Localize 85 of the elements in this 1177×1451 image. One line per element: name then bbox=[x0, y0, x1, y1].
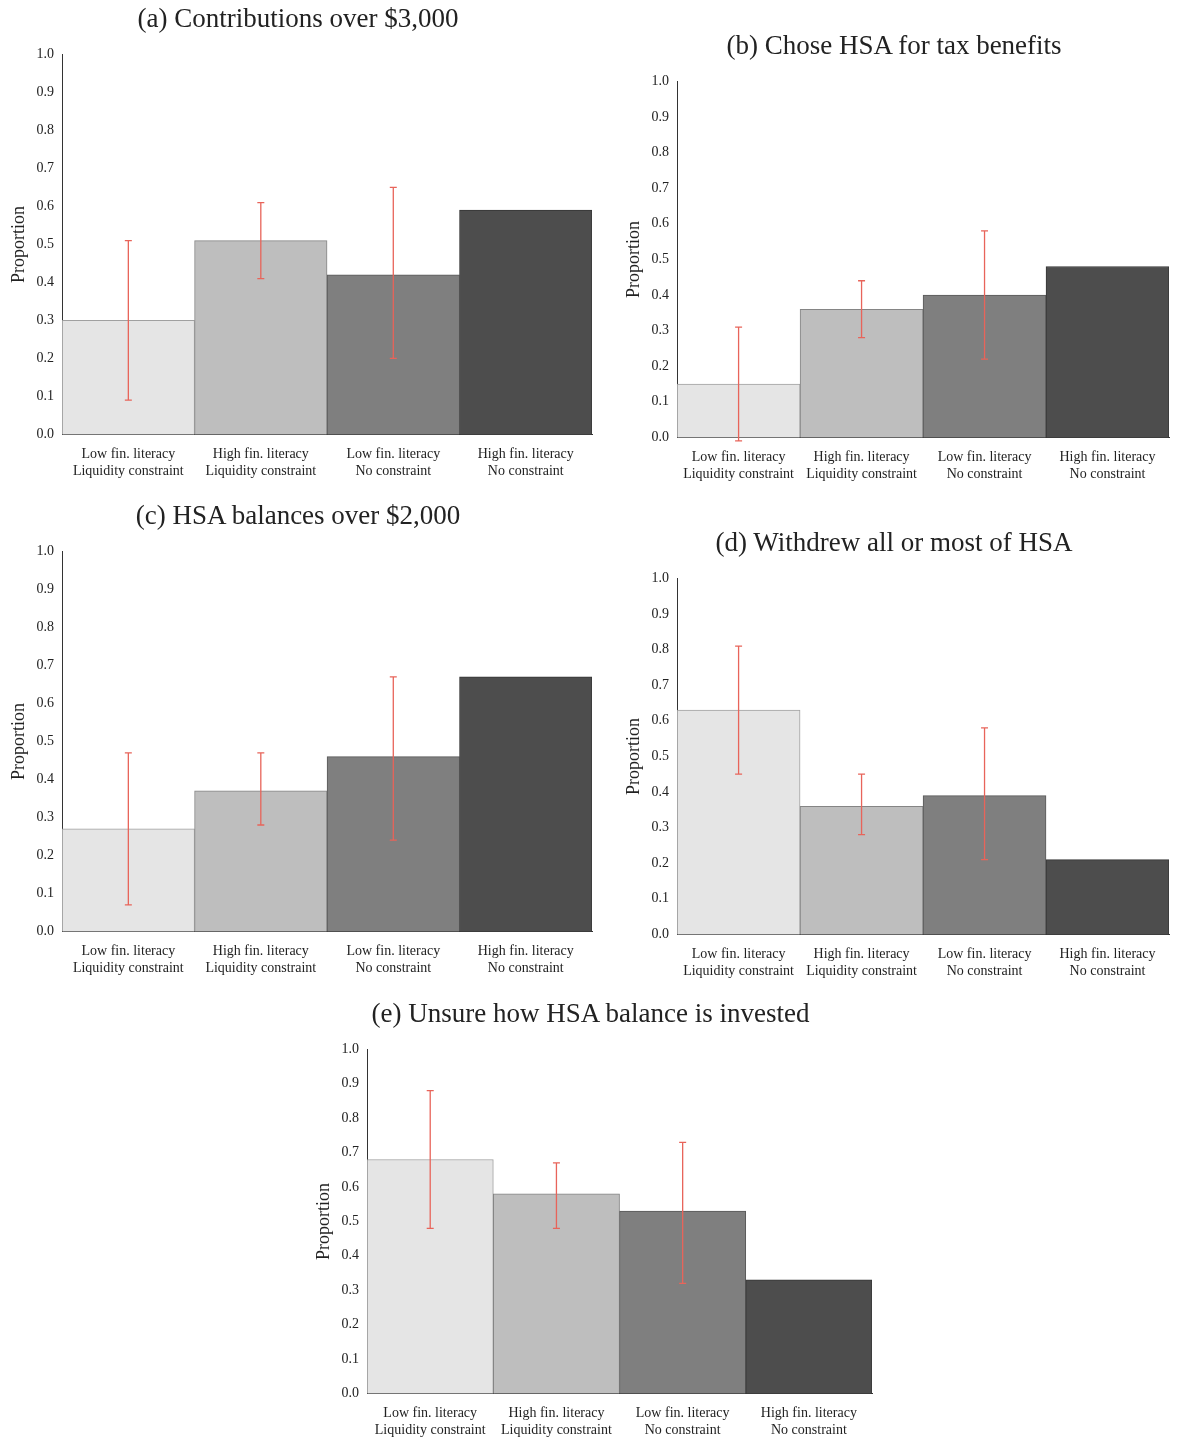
y-tick-label: 1.0 bbox=[36, 46, 55, 62]
y-tick-label: 0.9 bbox=[651, 605, 670, 621]
y-axis-title: Proportion bbox=[312, 1182, 333, 1260]
y-tick-label: 0.3 bbox=[651, 819, 670, 835]
x-tick-label: Low fin. literacy Liquidity constraint bbox=[72, 943, 184, 976]
x-tick-label: Low fin. literacy Liquidity constraint bbox=[374, 1405, 486, 1438]
y-axis-title: Proportion bbox=[622, 220, 643, 298]
x-tick-label: Low fin. literacy Liquidity constraint bbox=[683, 946, 795, 979]
y-tick-label: 0.4 bbox=[651, 783, 670, 799]
y-tick-label: 0.5 bbox=[651, 748, 670, 764]
y-tick-label: 0.7 bbox=[36, 160, 55, 176]
chart-title: (c) HSA balances over $2,000 bbox=[135, 500, 461, 531]
x-tick-label: High fin. literacy Liquidity constraint bbox=[806, 946, 918, 979]
x-tick-label: Low fin. literacy No constraint bbox=[635, 1405, 730, 1438]
x-tick-label: High fin. literacy No constraint bbox=[1059, 946, 1156, 979]
y-tick-label: 0.5 bbox=[36, 236, 55, 252]
y-tick-label: 0.1 bbox=[36, 388, 55, 404]
y-tick-label: 0.4 bbox=[341, 1247, 360, 1263]
y-tick-label: 0.0 bbox=[651, 429, 670, 445]
y-tick-label: 0.8 bbox=[651, 144, 670, 160]
x-tick-label: Low fin. literacy No constraint bbox=[937, 946, 1032, 979]
chart-title: (d) Withdrew all or most of HSA bbox=[715, 527, 1073, 558]
y-tick-label: 0.7 bbox=[36, 657, 55, 673]
y-tick-label: 0.0 bbox=[36, 923, 55, 939]
x-tick-label: Low fin. literacy Liquidity constraint bbox=[683, 449, 795, 482]
y-tick-label: 0.5 bbox=[651, 251, 670, 267]
y-tick-label: 0.8 bbox=[341, 1109, 360, 1125]
y-tick-label: 0.0 bbox=[651, 926, 670, 942]
y-tick-label: 0.6 bbox=[36, 198, 55, 214]
y-axis-title: Proportion bbox=[7, 702, 28, 780]
y-tick-label: 0.2 bbox=[341, 1316, 360, 1332]
chart-title: (b) Chose HSA for tax benefits bbox=[726, 30, 1062, 61]
y-tick-label: 0.9 bbox=[36, 84, 55, 100]
y-tick-label: 0.9 bbox=[36, 581, 55, 597]
y-tick-label: 1.0 bbox=[36, 543, 55, 559]
y-tick-label: 0.3 bbox=[651, 322, 670, 338]
y-tick-label: 0.8 bbox=[36, 619, 55, 635]
y-tick-label: 0.7 bbox=[651, 676, 670, 692]
y-tick-label: 0.2 bbox=[651, 854, 670, 870]
x-tick-label: High fin. literacy Liquidity constraint bbox=[205, 943, 317, 976]
chart-title: (e) Unsure how HSA balance is invested bbox=[371, 998, 810, 1029]
x-tick-label: Low fin. literacy No constraint bbox=[346, 446, 441, 479]
y-tick-label: 0.0 bbox=[341, 1385, 360, 1401]
x-tick-label: High fin. literacy Liquidity constraint bbox=[501, 1405, 612, 1438]
x-tick-label: Low fin. literacy Liquidity constraint bbox=[72, 446, 184, 479]
x-tick-label: High fin. literacy Liquidity constraint bbox=[806, 449, 918, 482]
y-tick-label: 0.1 bbox=[36, 885, 55, 901]
y-tick-label: 0.2 bbox=[36, 350, 55, 366]
y-tick-label: 0.1 bbox=[651, 890, 670, 906]
y-tick-label: 0.4 bbox=[36, 274, 55, 290]
y-tick-label: 0.1 bbox=[341, 1350, 360, 1366]
y-tick-label: 0.2 bbox=[36, 847, 55, 863]
x-tick-label: High fin. literacy No constraint bbox=[1059, 449, 1156, 482]
y-axis-title: Proportion bbox=[7, 205, 28, 283]
x-tick-label: High fin. literacy No constraint bbox=[477, 446, 574, 479]
y-tick-label: 0.9 bbox=[651, 108, 670, 124]
y-tick-label: 0.3 bbox=[341, 1281, 360, 1297]
y-tick-label: 0.1 bbox=[651, 393, 670, 409]
y-tick-label: 0.6 bbox=[341, 1178, 360, 1194]
y-tick-label: 0.8 bbox=[36, 122, 55, 138]
y-tick-label: 0.4 bbox=[36, 771, 55, 787]
y-tick-label: 1.0 bbox=[651, 73, 670, 89]
y-tick-label: 0.2 bbox=[651, 357, 670, 373]
x-tick-label: High fin. literacy No constraint bbox=[477, 943, 574, 976]
y-tick-label: 0.5 bbox=[36, 733, 55, 749]
y-tick-label: 0.3 bbox=[36, 809, 55, 825]
y-tick-label: 1.0 bbox=[341, 1041, 360, 1057]
y-tick-label: 0.3 bbox=[36, 312, 55, 328]
x-tick-label: Low fin. literacy No constraint bbox=[937, 449, 1032, 482]
y-tick-label: 0.7 bbox=[651, 179, 670, 195]
y-tick-label: 0.5 bbox=[341, 1213, 360, 1229]
x-tick-label: Low fin. literacy No constraint bbox=[346, 943, 441, 976]
y-tick-label: 1.0 bbox=[651, 570, 670, 586]
y-tick-label: 0.0 bbox=[36, 426, 55, 442]
y-tick-label: 0.8 bbox=[651, 641, 670, 657]
y-tick-label: 0.6 bbox=[651, 712, 670, 728]
y-tick-label: 0.7 bbox=[341, 1144, 360, 1160]
y-tick-label: 0.4 bbox=[651, 286, 670, 302]
chart-title: (a) Contributions over $3,000 bbox=[137, 3, 459, 34]
x-tick-label: High fin. literacy No constraint bbox=[760, 1405, 857, 1438]
y-tick-label: 0.9 bbox=[341, 1075, 360, 1091]
x-tick-label: High fin. literacy Liquidity constraint bbox=[205, 446, 317, 479]
y-axis-title: Proportion bbox=[622, 717, 643, 795]
y-tick-label: 0.6 bbox=[651, 215, 670, 231]
y-tick-label: 0.6 bbox=[36, 695, 55, 711]
